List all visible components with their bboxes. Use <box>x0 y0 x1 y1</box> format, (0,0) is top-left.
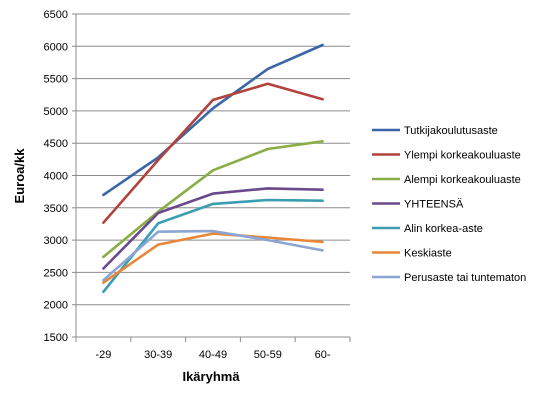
series-line-4 <box>102 198 324 294</box>
legend-label-0: Tutkijakoulutusaste <box>404 125 498 137</box>
y-axis-title: Euroa/kk <box>12 148 27 204</box>
y-tick-label: 2000 <box>44 300 68 312</box>
y-tick-label: 6000 <box>44 41 68 53</box>
x-axis-title: Ikäryhmä <box>182 369 240 384</box>
y-tick-labels: 1500 2000 2500 3000 3500 4000 4500 5000 5500 6000… <box>44 9 68 344</box>
series-line-2 <box>102 140 324 259</box>
x-tick-labels: -29 30-39 40-49 50-59 60- <box>95 349 330 361</box>
x-tick-label: 40-49 <box>199 349 227 361</box>
y-tick-label: 3000 <box>44 235 68 247</box>
series-line-5 <box>102 232 324 285</box>
gridlines <box>72 13 350 338</box>
y-tick-label: 4000 <box>44 171 68 183</box>
y-tick-label: 1500 <box>44 332 68 344</box>
y-tick-label: 5500 <box>44 74 68 86</box>
x-tick-label: -29 <box>95 349 111 361</box>
x-tick-label: 60- <box>315 349 331 361</box>
axes <box>75 14 351 342</box>
legend-label-2: Alempi korkeakouluaste <box>404 174 521 186</box>
legend-label-3: YHTEENSÄ <box>404 199 464 211</box>
series-lines <box>102 43 324 294</box>
legend-label-6: Perusaste tai tuntematon <box>404 272 526 284</box>
y-tick-label: 6500 <box>44 9 68 21</box>
y-tick-label: 3500 <box>44 203 68 215</box>
series-line-0 <box>102 43 324 197</box>
series-line-3 <box>102 187 324 270</box>
legend-label-4: Alin korkea-aste <box>404 223 483 235</box>
x-tick-label: 30-39 <box>144 349 172 361</box>
legend-label-1: Ylempi korkeakouluaste <box>404 150 521 162</box>
x-tick-label: 50-59 <box>254 349 282 361</box>
legend-label-5: Keskiaste <box>404 248 452 260</box>
y-tick-label: 4500 <box>44 138 68 150</box>
series-line-6 <box>102 229 324 282</box>
series-line-1 <box>102 82 324 224</box>
y-tick-label: 2500 <box>44 267 68 279</box>
legend: Tutkijakoulutusaste Ylempi korkeakouluast… <box>372 125 526 284</box>
y-tick-label: 5000 <box>44 106 68 118</box>
